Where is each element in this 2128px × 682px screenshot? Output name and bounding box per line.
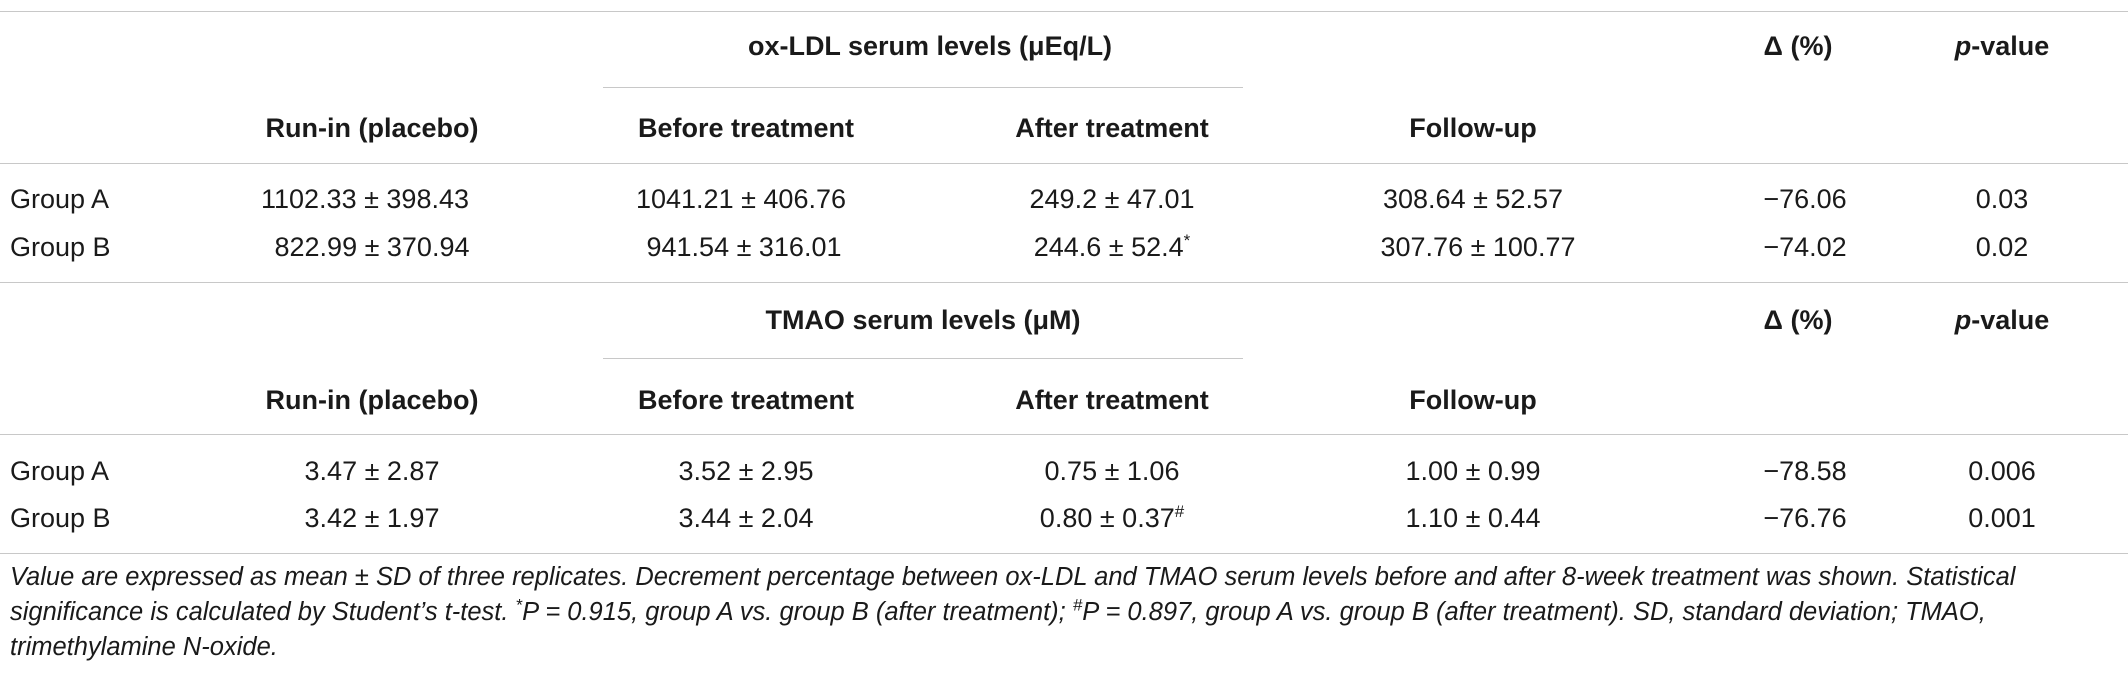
tmao-col-after: After treatment (1015, 385, 1209, 415)
tmao-b-after: 0.80 ± 0.37# (1039, 502, 1185, 533)
tmao-col-before: Before treatment (637, 385, 855, 415)
oxldl-group-header: ox-LDL serum levels (μEq/L) (747, 31, 1113, 61)
oxldl-delta-header: Δ (%) (1763, 31, 1833, 61)
tmao-a-runin: 3.47 ± 2.87 (304, 456, 440, 486)
tmao-a-p: 0.006 (1968, 456, 2036, 486)
tmao-b-delta: −76.76 (1763, 503, 1847, 533)
oxldl-group-rule (603, 87, 1243, 88)
tmao-b-followup: 1.10 ± 0.44 (1405, 503, 1541, 533)
oxldl-a-runin: 1102.33 ± 398.43 (261, 184, 469, 214)
oxldl-a-delta: −76.06 (1763, 184, 1847, 214)
tmao-col-followup: Follow-up (1409, 385, 1537, 415)
oxldl-b-after: 244.6 ± 52.4* (1033, 231, 1191, 262)
tmao-a-before: 3.52 ± 2.95 (678, 456, 814, 486)
tmao-group-rule (603, 358, 1243, 359)
tmao-col-runin: Run-in (placebo) (265, 385, 479, 415)
tmao-row-label: Group A (10, 456, 110, 486)
tmao-delta-header: Δ (%) (1763, 305, 1833, 335)
tmao-a-delta: −78.58 (1763, 456, 1847, 486)
oxldl-a-after: 249.2 ± 47.01 (1029, 184, 1195, 214)
oxldl-col-after: After treatment (1015, 113, 1209, 143)
oxldl-row-label: Group B (10, 232, 111, 262)
tmao-b-runin: 3.42 ± 1.97 (304, 503, 440, 533)
oxldl-row-label: Group A (10, 184, 110, 214)
tmao-header-rule (0, 434, 2128, 435)
oxldl-a-p: 0.03 (1975, 184, 2029, 214)
bottom-rule (0, 553, 2128, 554)
oxldl-col-followup: Follow-up (1409, 113, 1537, 143)
oxldl-col-before: Before treatment (637, 113, 855, 143)
oxldl-b-runin: 822.99 ± 370.94 (274, 232, 470, 262)
section-divider-rule (0, 282, 2128, 283)
oxldl-a-before: 1041.21 ± 406.76 (635, 184, 847, 214)
oxldl-p-header: p-value (1954, 31, 2050, 61)
oxldl-col-runin: Run-in (placebo) (265, 113, 479, 143)
tmao-b-before: 3.44 ± 2.04 (678, 503, 814, 533)
oxldl-b-p: 0.02 (1975, 232, 2029, 262)
tmao-b-p: 0.001 (1968, 503, 2036, 533)
tmao-group-header: TMAO serum levels (μM) (765, 305, 1081, 335)
oxldl-header-rule (0, 163, 2128, 164)
top-rule (0, 11, 2128, 12)
tmao-a-after: 0.75 ± 1.06 (1044, 456, 1180, 486)
oxldl-b-delta: −74.02 (1763, 232, 1847, 262)
tmao-a-followup: 1.00 ± 0.99 (1405, 456, 1541, 486)
table-footnote: Value are expressed as mean ± SD of thre… (10, 563, 2016, 661)
oxldl-b-followup: 307.76 ± 100.77 (1380, 232, 1576, 262)
oxldl-a-followup: 308.64 ± 52.57 (1383, 184, 1563, 214)
tmao-row-label: Group B (10, 503, 111, 533)
tmao-p-header: p-value (1954, 305, 2050, 335)
oxldl-b-before: 941.54 ± 316.01 (646, 232, 842, 262)
